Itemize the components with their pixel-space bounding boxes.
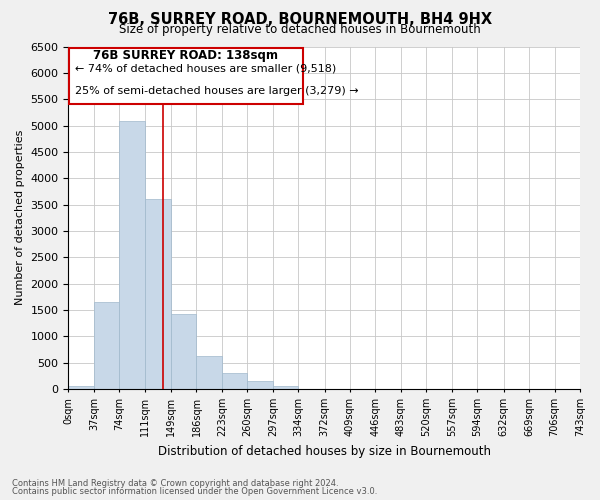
Text: 76B, SURREY ROAD, BOURNEMOUTH, BH4 9HX: 76B, SURREY ROAD, BOURNEMOUTH, BH4 9HX [108, 12, 492, 28]
Bar [94, 302, 119, 389]
Text: 25% of semi-detached houses are larger (3,279) →: 25% of semi-detached houses are larger (… [74, 86, 358, 97]
Bar [273, 386, 298, 389]
Text: Size of property relative to detached houses in Bournemouth: Size of property relative to detached ho… [119, 24, 481, 36]
Text: 76B SURREY ROAD: 138sqm: 76B SURREY ROAD: 138sqm [94, 50, 278, 62]
Text: Contains HM Land Registry data © Crown copyright and database right 2024.: Contains HM Land Registry data © Crown c… [12, 479, 338, 488]
Bar [68, 386, 94, 389]
Text: Contains public sector information licensed under the Open Government Licence v3: Contains public sector information licen… [12, 487, 377, 496]
Bar [145, 200, 171, 389]
Text: ← 74% of detached houses are smaller (9,518): ← 74% of detached houses are smaller (9,… [74, 64, 336, 74]
X-axis label: Distribution of detached houses by size in Bournemouth: Distribution of detached houses by size … [158, 444, 491, 458]
Bar [171, 314, 196, 389]
Bar [196, 356, 222, 389]
Bar [222, 372, 247, 389]
Bar [119, 122, 145, 389]
Bar [247, 381, 273, 389]
Bar [69, 48, 302, 104]
Y-axis label: Number of detached properties: Number of detached properties [15, 130, 25, 306]
